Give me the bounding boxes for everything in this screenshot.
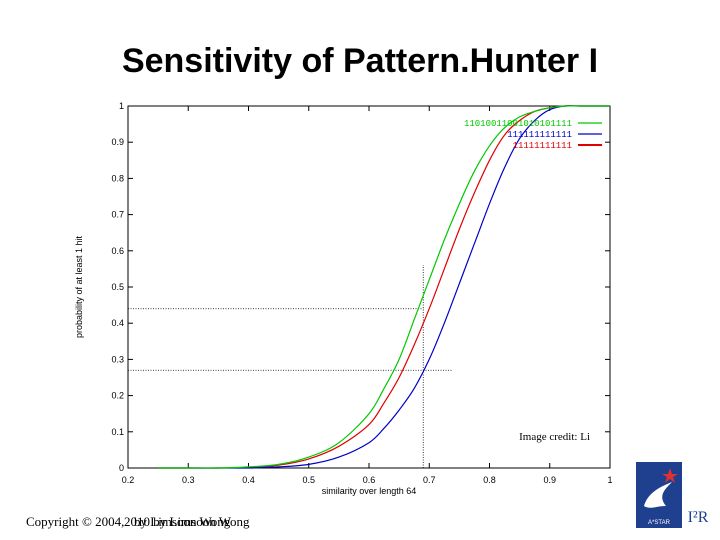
y-tick-label: 0.9 — [111, 137, 124, 147]
x-tick-label: 0.4 — [242, 475, 255, 485]
x-tick-label: 0.6 — [363, 475, 376, 485]
x-axis-label: similarity over length 64 — [322, 486, 417, 496]
x-tick-label: 0.2 — [122, 475, 135, 485]
x-tick-label: 0.8 — [483, 475, 496, 485]
y-tick-label: 0.5 — [111, 282, 124, 292]
legend-label-blue: 111111111111 — [507, 130, 572, 140]
copyright-footer: Copyright © 2004, by Limsoon Wong 2010 by … — [26, 514, 249, 530]
x-tick-label: 0.7 — [423, 475, 436, 485]
y-tick-label: 0.4 — [111, 318, 124, 328]
y-tick-label: 0.3 — [111, 354, 124, 364]
line-chart: 0.2 0.3 0.4 0.5 0.6 0.7 0.8 0.9 1 0 0.1 0.2 0.3 0.4 0.… — [74, 101, 613, 496]
series-line-green — [158, 105, 610, 469]
y-tick-label: 0 — [119, 463, 124, 473]
legend-label-red: 11111111111 — [513, 141, 572, 151]
series-lines — [158, 105, 610, 469]
logo-star-icon — [662, 468, 678, 483]
copyright-overlap-b: 2010 by Limsoon Wong — [124, 514, 250, 529]
logo-swirl-icon — [644, 482, 672, 508]
y-tick-label: 0.6 — [111, 246, 124, 256]
y-tick-label: 0.1 — [111, 427, 124, 437]
y-tick-label: 0.2 — [111, 391, 124, 401]
reference-lines — [128, 265, 452, 468]
x-tick-label: 0.9 — [543, 475, 556, 485]
y-tick-label: 0.8 — [111, 173, 124, 183]
y-tick-label: 1 — [119, 101, 124, 111]
y-axis-label: probability of at least 1 hit — [74, 235, 84, 338]
x-tick-label: 1 — [607, 475, 612, 485]
series-line-red — [158, 105, 610, 469]
legend-label-green: 11010011001010101111 — [464, 119, 572, 129]
copyright-prefix: Copyright © 2004, — [26, 514, 125, 529]
series-line-blue — [158, 105, 610, 469]
y-tick-label: 0.7 — [111, 210, 124, 220]
slide-title: Sensitivity of Pattern.Hunter I — [121, 42, 599, 80]
logo-i2r-text: I²R — [688, 509, 709, 526]
image-credit-annotation: Image credit: Li — [519, 431, 590, 443]
copyright-overlap-a: by Limsoon Wong — [134, 514, 231, 529]
legend: 1101001100101010111111111111111111111111… — [464, 119, 602, 151]
x-tick-label: 0.5 — [302, 475, 315, 485]
astar-i2r-logo: A*STAR I²R — [636, 462, 709, 528]
axis-ticks: 0.2 0.3 0.4 0.5 0.6 0.7 0.8 0.9 1 0 0.1 0.2 0.3 0.4 0.… — [111, 101, 612, 485]
logo-astar-text: A*STAR — [648, 520, 671, 526]
x-tick-label: 0.3 — [182, 475, 195, 485]
